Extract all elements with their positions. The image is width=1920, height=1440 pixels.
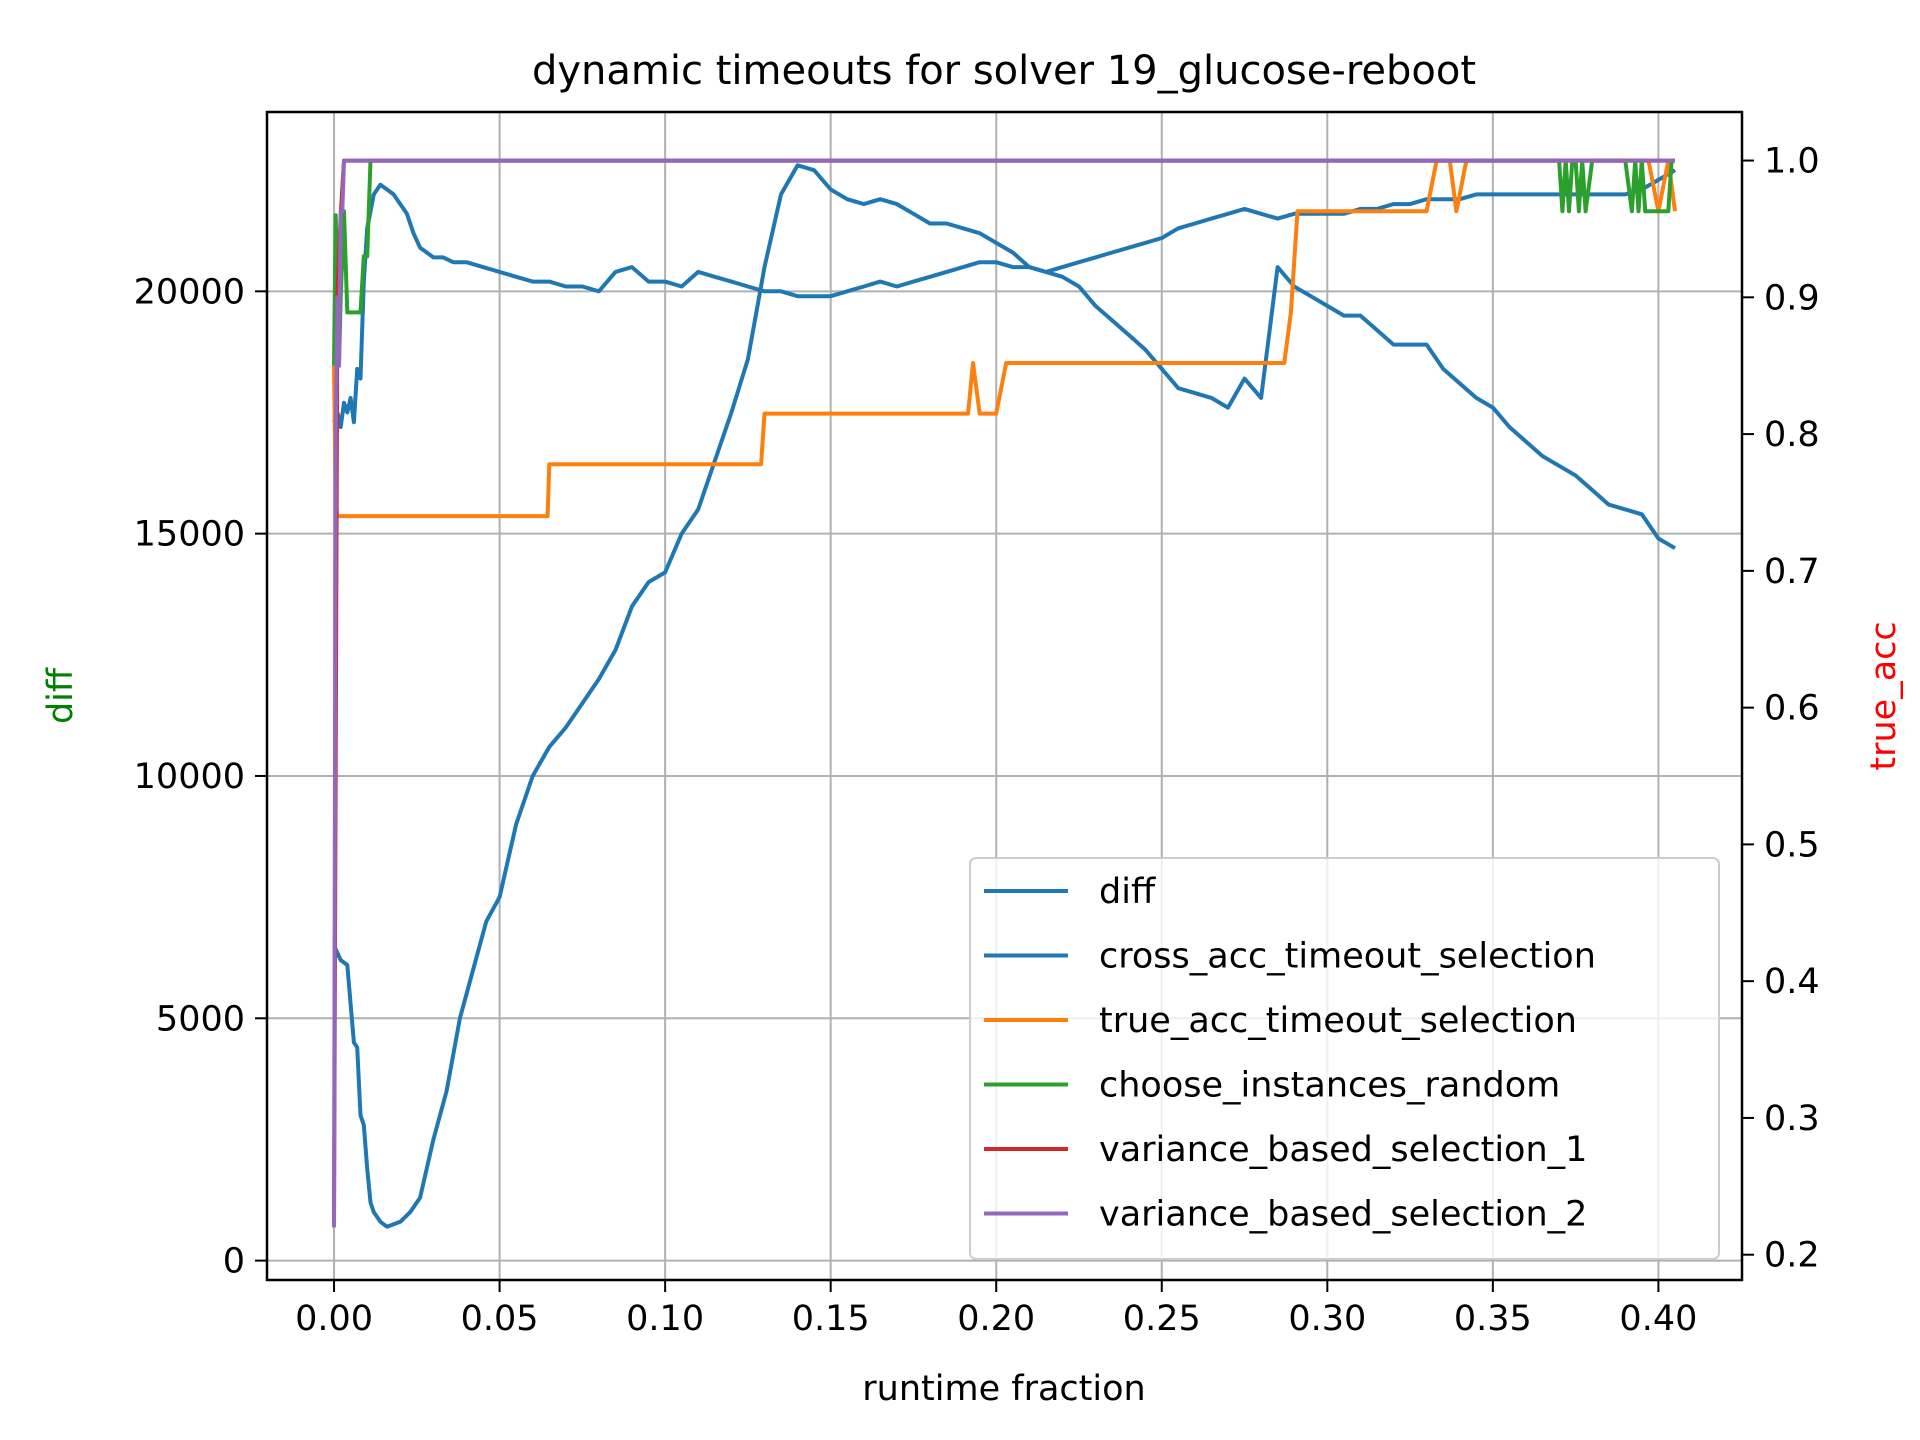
right-y-tick-label: 0.9 bbox=[1764, 278, 1820, 318]
x-tick-label: 0.30 bbox=[1288, 1299, 1366, 1339]
left-y-tick-label: 5000 bbox=[156, 999, 245, 1039]
left-axis-label: diff bbox=[41, 667, 81, 724]
x-tick-label: 0.25 bbox=[1123, 1299, 1201, 1339]
series-line-cross-acc-timeout-selection bbox=[332, 163, 1677, 1229]
x-tick-label: 0.05 bbox=[461, 1299, 539, 1339]
right-axis-ticks: 0.2 0.3 0.4 0.5 0.6 0.7 0.8 0.9 1.0 bbox=[1742, 142, 1820, 1276]
legend-label: variance_based_selection_1 bbox=[1099, 1130, 1587, 1170]
legend-box bbox=[969, 857, 1720, 1260]
x-tick-label: 0.10 bbox=[626, 1299, 704, 1339]
x-tick-label: 0.15 bbox=[792, 1299, 870, 1339]
legend-label: cross_acc_timeout_selection bbox=[1099, 937, 1596, 977]
chart-title: dynamic timeouts for solver 19_glucose-r… bbox=[532, 48, 1476, 94]
right-y-tick-label: 0.5 bbox=[1764, 825, 1820, 865]
legend-label: diff bbox=[1099, 872, 1156, 912]
legend-label: variance_based_selection_2 bbox=[1099, 1195, 1587, 1235]
plot-frame bbox=[265, 110, 1744, 1282]
left-y-tick-label: 0 bbox=[223, 1242, 245, 1282]
x-tick-label: 0.00 bbox=[295, 1299, 373, 1339]
x-tick-label: 0.35 bbox=[1454, 1299, 1532, 1339]
legend-label: choose_instances_random bbox=[1099, 1066, 1560, 1106]
plot-series bbox=[332, 158, 1677, 1229]
series-line-diff bbox=[332, 168, 1677, 429]
right-y-tick-label: 0.2 bbox=[1764, 1236, 1820, 1276]
left-y-tick-label: 10000 bbox=[134, 757, 245, 797]
right-y-tick-label: 0.3 bbox=[1764, 1099, 1820, 1139]
left-y-tick-label: 20000 bbox=[134, 272, 245, 312]
left-y-tick-label: 15000 bbox=[134, 515, 245, 555]
right-y-tick-label: 1.0 bbox=[1764, 142, 1820, 182]
right-y-tick-label: 0.7 bbox=[1764, 552, 1820, 592]
x-tick-label: 0.20 bbox=[957, 1299, 1035, 1339]
legend: diff cross_acc_timeout_selection true_acc_… bbox=[969, 857, 1720, 1260]
right-y-tick-label: 0.8 bbox=[1764, 415, 1820, 455]
x-axis-ticks: 0.00 0.05 0.10 0.15 0.20 0.25 0.30 0.35 0.40 bbox=[295, 1280, 1697, 1339]
legend-label: true_acc_timeout_selection bbox=[1099, 1001, 1577, 1041]
left-axis-ticks: 0 5000 10000 15000 20000 bbox=[134, 272, 267, 1282]
right-y-tick-label: 0.6 bbox=[1764, 689, 1820, 729]
right-y-tick-label: 0.4 bbox=[1764, 962, 1820, 1002]
right-axis-label: true_acc bbox=[1864, 621, 1904, 770]
x-axis-label: runtime fraction bbox=[862, 1369, 1145, 1409]
x-tick-label: 0.40 bbox=[1619, 1299, 1697, 1339]
series-line-variance-based-selection-2 bbox=[332, 158, 1675, 1228]
